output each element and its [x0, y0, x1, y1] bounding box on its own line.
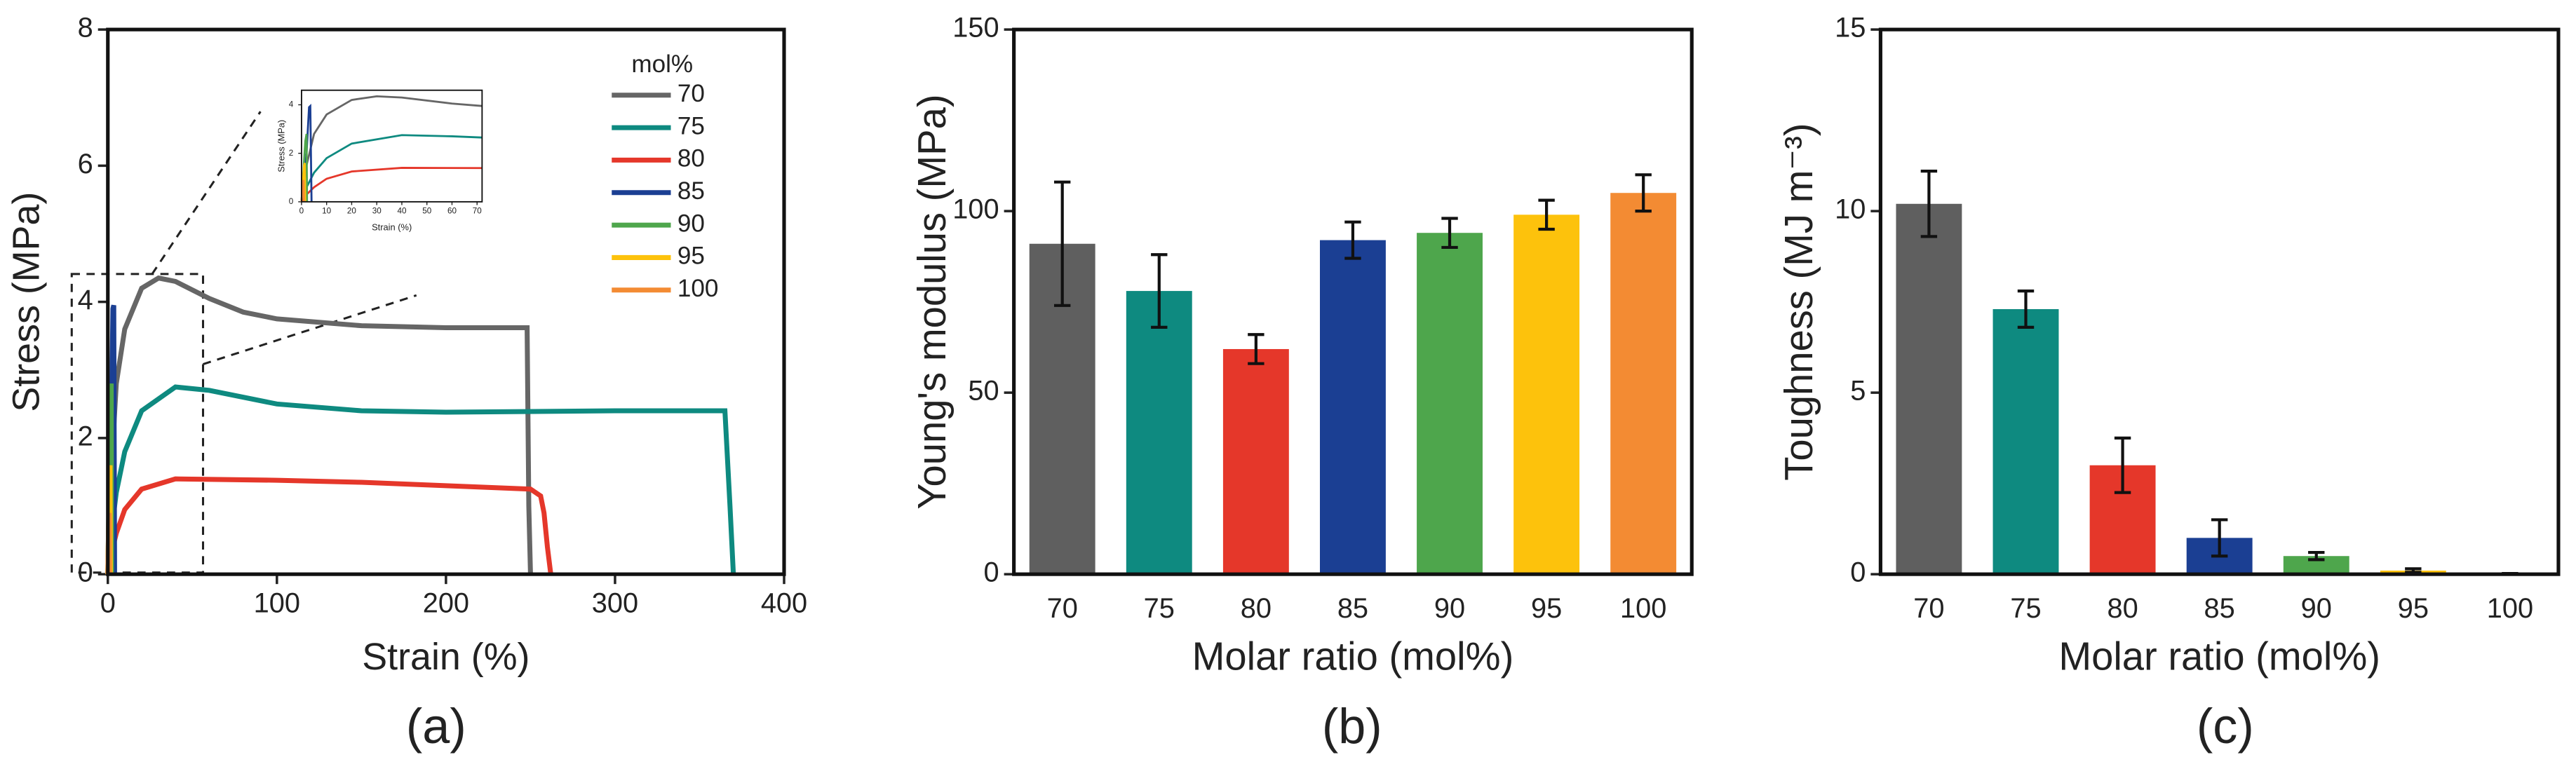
y-tick-label: 0 — [289, 197, 294, 206]
x-tick-label: 0 — [100, 588, 116, 619]
x-tick-label: 0 — [299, 206, 304, 215]
x-tick-label: 95 — [1531, 593, 1562, 624]
legend-label: 80 — [677, 145, 705, 172]
error-bar — [1441, 217, 1458, 250]
x-tick-label: 10 — [322, 206, 332, 215]
y-axis-title: Stress (MPa) — [276, 120, 286, 172]
bar — [1417, 233, 1483, 575]
y-tick-label: 100 — [952, 194, 999, 225]
x-axis-title: Molar ratio (mol%) — [2058, 634, 2380, 679]
y-tick-label: 2 — [78, 421, 93, 451]
x-tick-label: 100 — [1620, 593, 1666, 624]
x-tick-label: 85 — [1337, 593, 1368, 624]
x-axis-title: Molar ratio (mol%) — [1192, 634, 1514, 679]
x-axis-title: Strain (%) — [362, 636, 530, 678]
x-tick-label: 60 — [447, 206, 457, 215]
bar — [1222, 348, 1289, 575]
error-bar — [1344, 220, 1361, 260]
bar — [1992, 308, 2059, 575]
error-bar — [1635, 173, 1652, 213]
bar — [1126, 291, 1192, 575]
plot-frame — [1012, 27, 1694, 576]
x-tick-label: 80 — [1241, 593, 1272, 624]
error-bar — [2017, 289, 2035, 329]
y-tick-label: 5 — [1850, 376, 1866, 407]
y-tick-label: 4 — [289, 100, 294, 109]
y-tick-label: 150 — [952, 13, 999, 43]
legend-label: 95 — [677, 243, 705, 270]
x-tick-label: 75 — [2010, 593, 2041, 624]
x-tick-label: 90 — [2301, 593, 2332, 624]
panel-label: (a) — [406, 698, 466, 754]
x-tick-label: 70 — [1047, 593, 1078, 624]
y-tick-label: 0 — [983, 557, 999, 588]
x-tick-label: 400 — [761, 588, 807, 619]
zoom-line — [151, 111, 262, 275]
error-bar — [1151, 253, 1168, 329]
error-bar — [1248, 333, 1265, 365]
legend-label: 70 — [677, 80, 705, 107]
x-tick-label: 30 — [372, 206, 382, 215]
panel-label: (b) — [1322, 698, 1382, 754]
legend-label: 75 — [677, 112, 705, 139]
bar — [1610, 193, 1677, 575]
data-line — [105, 384, 736, 575]
x-tick-label: 50 — [422, 206, 432, 215]
x-tick-label: 70 — [1913, 593, 1944, 624]
error-bar — [2405, 567, 2422, 574]
y-tick-label: 0 — [1850, 557, 1866, 588]
y-axis-title: Toughness (MJ m⁻³) — [1776, 123, 1821, 481]
legend-label: 90 — [677, 210, 705, 237]
x-tick-label: 80 — [2107, 593, 2138, 624]
y-tick-label: 2 — [289, 149, 294, 158]
legend-title: mol% — [631, 50, 693, 78]
y-axis-title: Young's modulus (MPa) — [910, 94, 954, 509]
legend-label: 85 — [677, 177, 705, 205]
y-tick-label: 6 — [78, 149, 93, 179]
bar — [1319, 240, 1386, 575]
x-tick-label: 95 — [2398, 593, 2429, 624]
y-tick-label: 0 — [78, 557, 93, 588]
data-line — [105, 476, 553, 575]
x-tick-label: 85 — [2204, 593, 2235, 624]
bar — [1896, 203, 1962, 575]
y-tick-label: 15 — [1835, 13, 1866, 43]
error-bar — [1053, 180, 1071, 307]
y-tick-label: 4 — [78, 285, 93, 315]
plot-frame — [106, 27, 786, 576]
error-bar — [2308, 550, 2325, 561]
x-tick-label: 200 — [423, 588, 469, 619]
y-axis-title: Stress (MPa) — [6, 192, 48, 412]
error-bar — [2211, 518, 2228, 558]
x-tick-label: 75 — [1144, 593, 1175, 624]
zoom-line — [203, 294, 417, 366]
legend-label: 100 — [677, 275, 719, 302]
plot-frame — [1878, 27, 2561, 576]
plot-frame — [300, 89, 483, 203]
x-tick-label: 300 — [592, 588, 638, 619]
data-line — [105, 275, 533, 575]
x-tick-label: 90 — [1434, 593, 1465, 624]
inset-background — [301, 90, 483, 202]
x-tick-label: 40 — [397, 206, 407, 215]
data-line — [300, 95, 483, 203]
error-bar — [1538, 198, 1555, 231]
bar — [1513, 215, 1580, 575]
x-tick-label: 100 — [2487, 593, 2533, 624]
x-tick-label: 100 — [254, 588, 300, 619]
error-bar — [2114, 436, 2131, 494]
error-bar — [1920, 170, 1938, 238]
x-axis-title: Strain (%) — [372, 222, 412, 233]
panel-label: (c) — [2197, 698, 2254, 754]
x-tick-label: 70 — [473, 206, 483, 215]
x-tick-label: 20 — [347, 206, 357, 215]
y-tick-label: 50 — [968, 376, 999, 407]
y-tick-label: 10 — [1835, 194, 1866, 225]
y-tick-label: 8 — [78, 13, 93, 43]
